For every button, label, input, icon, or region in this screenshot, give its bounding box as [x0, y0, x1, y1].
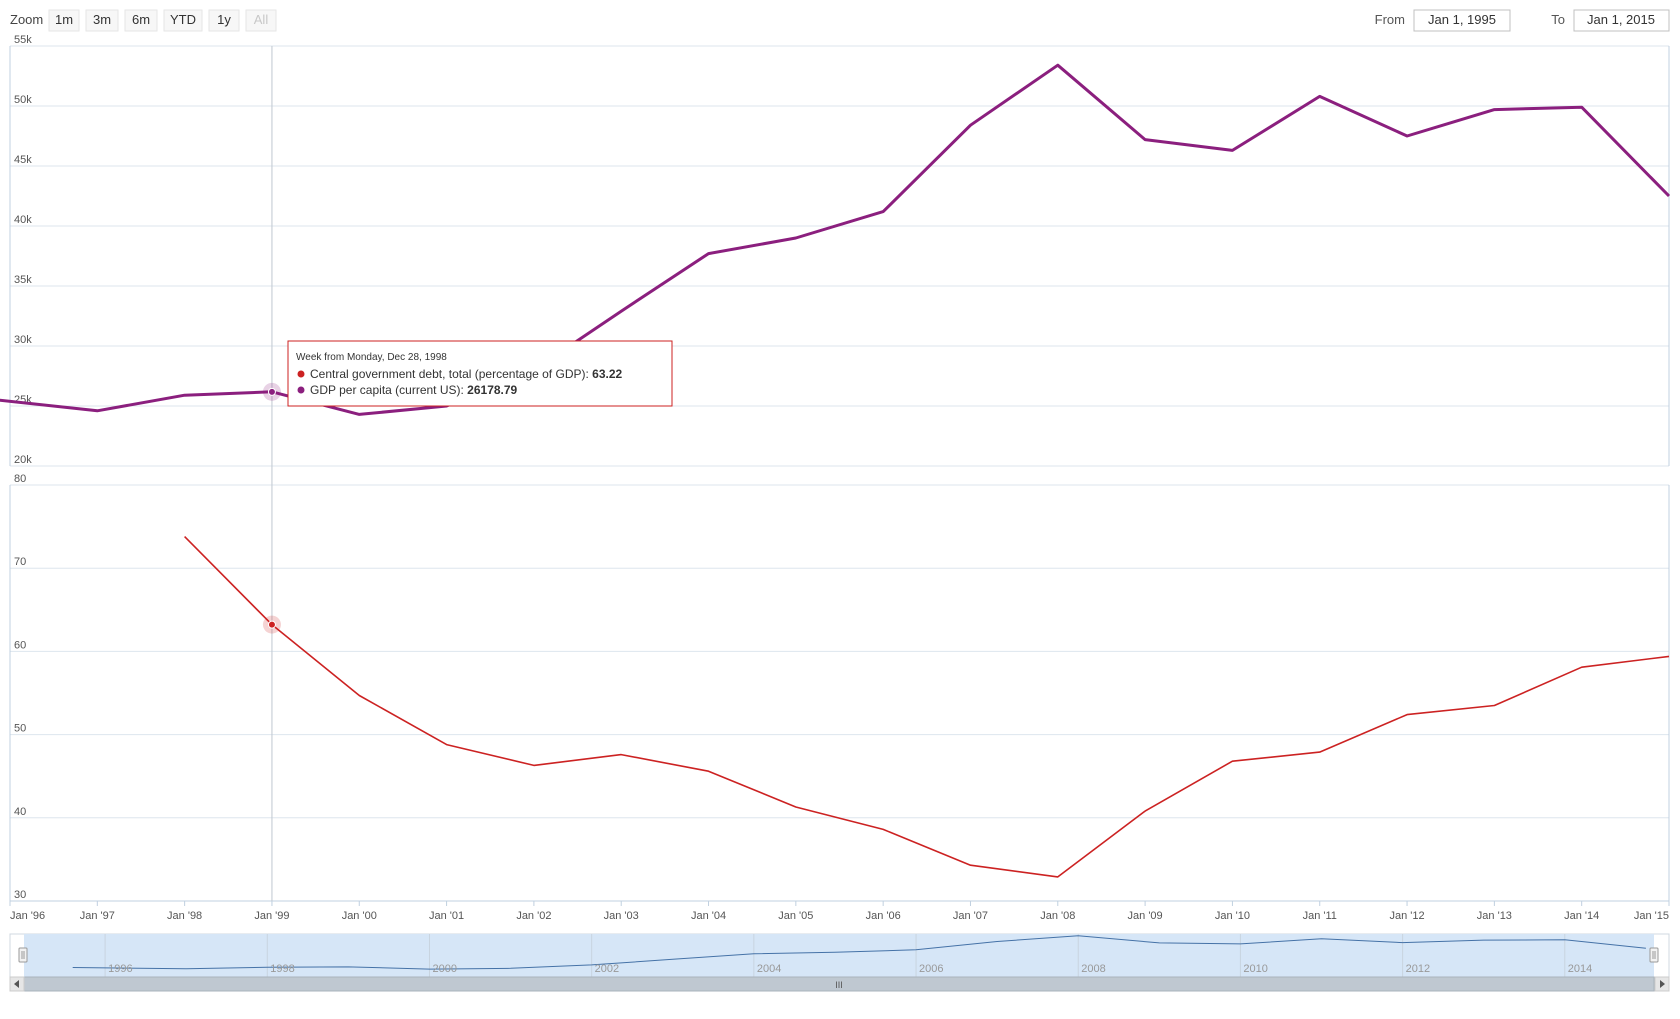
zoom-button-3m[interactable]: 3m	[85, 9, 119, 32]
zoom-button-label: YTD	[170, 12, 196, 27]
zoom-button-label: 1y	[217, 12, 231, 27]
navigator-labels: 1996 1998 2000 2002 2004 2006 2008 2010 2012 2014	[108, 963, 1592, 975]
x-tick-label: Jan '05	[778, 910, 813, 922]
navigator-tick-label: 2014	[1568, 963, 1592, 975]
gdp-y-tick-label: 40k	[14, 214, 32, 226]
x-tick-label: Jan '96	[10, 910, 45, 922]
debt-panel-grid	[10, 484, 1669, 902]
x-tick-label: Jan '09	[1128, 910, 1163, 922]
x-tick-label: Jan '97	[80, 910, 115, 922]
navigator-tick-label: 2010	[1243, 963, 1267, 975]
x-tick-label: Jan '01	[429, 910, 464, 922]
navigator-tick-label: 2012	[1406, 963, 1430, 975]
debt-y-tick-label: 30	[14, 889, 26, 901]
x-tick-label: Jan '03	[604, 910, 639, 922]
zoom-button-1y[interactable]: 1y	[208, 9, 240, 32]
gdp-y-tick-label: 35k	[14, 274, 32, 286]
debt-y-tick-label: 60	[14, 639, 26, 651]
debt-series-line[interactable]	[184, 536, 1670, 878]
tooltip-gdp-row: GDP per capita (current US): 26178.79	[310, 383, 518, 397]
tooltip-debt-row: Central government debt, total (percenta…	[310, 367, 623, 381]
x-tick-label: Jan '11	[1303, 910, 1337, 922]
zoom-button-all[interactable]: All	[245, 9, 277, 32]
to-label: To	[1551, 12, 1565, 27]
scrollbar-right-arrow[interactable]	[1654, 976, 1670, 992]
debt-y-axis-labels: 30 40 50 60 70 80	[14, 473, 26, 901]
navigator-tick-label: 1998	[270, 963, 294, 975]
gdp-series-line[interactable]	[0, 63, 1671, 416]
debt-y-tick-label: 70	[14, 556, 26, 568]
x-axis-labels: Jan '96 Jan '97 Jan '98 Jan '99 Jan '00 Jan '…	[9, 901, 1670, 922]
range-selector: Zoom 1m 3m 6m YTD 1y All From Jan 1, 1995 To …	[10, 9, 1670, 32]
x-tick-label: Jan '08	[1040, 910, 1075, 922]
navigator[interactable]: 1996 1998 2000 2002 2004 2006 2008 2010 2012 2014	[9, 933, 1670, 978]
navigator-right-handle[interactable]	[1649, 947, 1659, 963]
debt-y-tick-label: 80	[14, 473, 26, 485]
tooltip-debt-value: 63.22	[592, 367, 622, 381]
tooltip-gdp-bullet	[297, 386, 305, 394]
x-tick-label: Jan '06	[866, 910, 901, 922]
tooltip-gdp-value: 26178.79	[467, 383, 517, 397]
tooltip-debt-bullet	[297, 370, 305, 378]
debt-y-tick-label: 50	[14, 723, 26, 735]
debt-series[interactable]	[184, 536, 1670, 878]
x-tick-label: Jan '98	[167, 910, 202, 922]
zoom-button-6m[interactable]: 6m	[124, 9, 158, 32]
navigator-tick-label: 2000	[432, 963, 456, 975]
navigator-grid	[104, 934, 1566, 977]
navigator-tick-label: 2002	[595, 963, 619, 975]
axes	[9, 46, 1670, 902]
scrollbar[interactable]: III	[9, 976, 1670, 992]
gdp-y-tick-label: 55k	[14, 34, 32, 46]
navigator-tick-label: 2006	[919, 963, 943, 975]
scrollbar-grip: III	[835, 980, 843, 990]
zoom-button-label: All	[254, 12, 269, 27]
tooltip-gdp-label: GDP per capita (current US):	[310, 383, 467, 397]
x-tick-label: Jan '14	[1564, 910, 1599, 922]
navigator-tick-label: 2004	[757, 963, 781, 975]
zoom-button-1m[interactable]: 1m	[48, 9, 80, 32]
x-tick-label: Jan '04	[691, 910, 726, 922]
x-tick-label: Jan '10	[1215, 910, 1250, 922]
tooltip: Week from Monday, Dec 28, 1998 Central g…	[287, 340, 673, 407]
zoom-button-label: 1m	[55, 12, 73, 27]
zoom-button-label: 6m	[132, 12, 150, 27]
x-tick-label: Jan '07	[953, 910, 988, 922]
scrollbar-left-arrow[interactable]	[9, 976, 25, 992]
navigator-tick-label: 2008	[1081, 963, 1105, 975]
to-date-input[interactable]: Jan 1, 2015	[1573, 9, 1670, 32]
gdp-y-tick-label: 20k	[14, 454, 32, 466]
gdp-hover-point	[267, 387, 276, 396]
gdp-y-tick-label: 45k	[14, 154, 32, 166]
x-tick-label: Jan '00	[342, 910, 377, 922]
navigator-series-line	[72, 935, 1646, 970]
tooltip-debt-label: Central government debt, total (percenta…	[310, 367, 592, 381]
from-label: From	[1375, 12, 1405, 27]
hover-markers	[262, 382, 281, 634]
gdp-panel-grid	[10, 45, 1669, 467]
from-date-value: Jan 1, 1995	[1428, 12, 1496, 27]
x-tick-label: Jan '12	[1389, 910, 1424, 922]
debt-hover-point	[267, 620, 276, 629]
x-tick-label: Jan '15	[1634, 910, 1669, 922]
gdp-y-tick-label: 50k	[14, 94, 32, 106]
navigator-tick-label: 1996	[108, 963, 132, 975]
from-date-input[interactable]: Jan 1, 1995	[1413, 9, 1511, 32]
x-tick-label: Jan '13	[1477, 910, 1512, 922]
gdp-series[interactable]	[0, 63, 1671, 416]
x-tick-label: Jan '02	[516, 910, 551, 922]
to-date-value: Jan 1, 2015	[1587, 12, 1655, 27]
navigator-left-handle[interactable]	[18, 947, 28, 963]
tooltip-header: Week from Monday, Dec 28, 1998	[296, 352, 447, 363]
x-tick-label: Jan '99	[254, 910, 289, 922]
gdp-y-tick-label: 30k	[14, 334, 32, 346]
zoom-button-label: 3m	[93, 12, 111, 27]
zoom-label: Zoom	[10, 12, 43, 27]
zoom-button-ytd[interactable]: YTD	[163, 9, 203, 32]
debt-y-tick-label: 40	[14, 806, 26, 818]
